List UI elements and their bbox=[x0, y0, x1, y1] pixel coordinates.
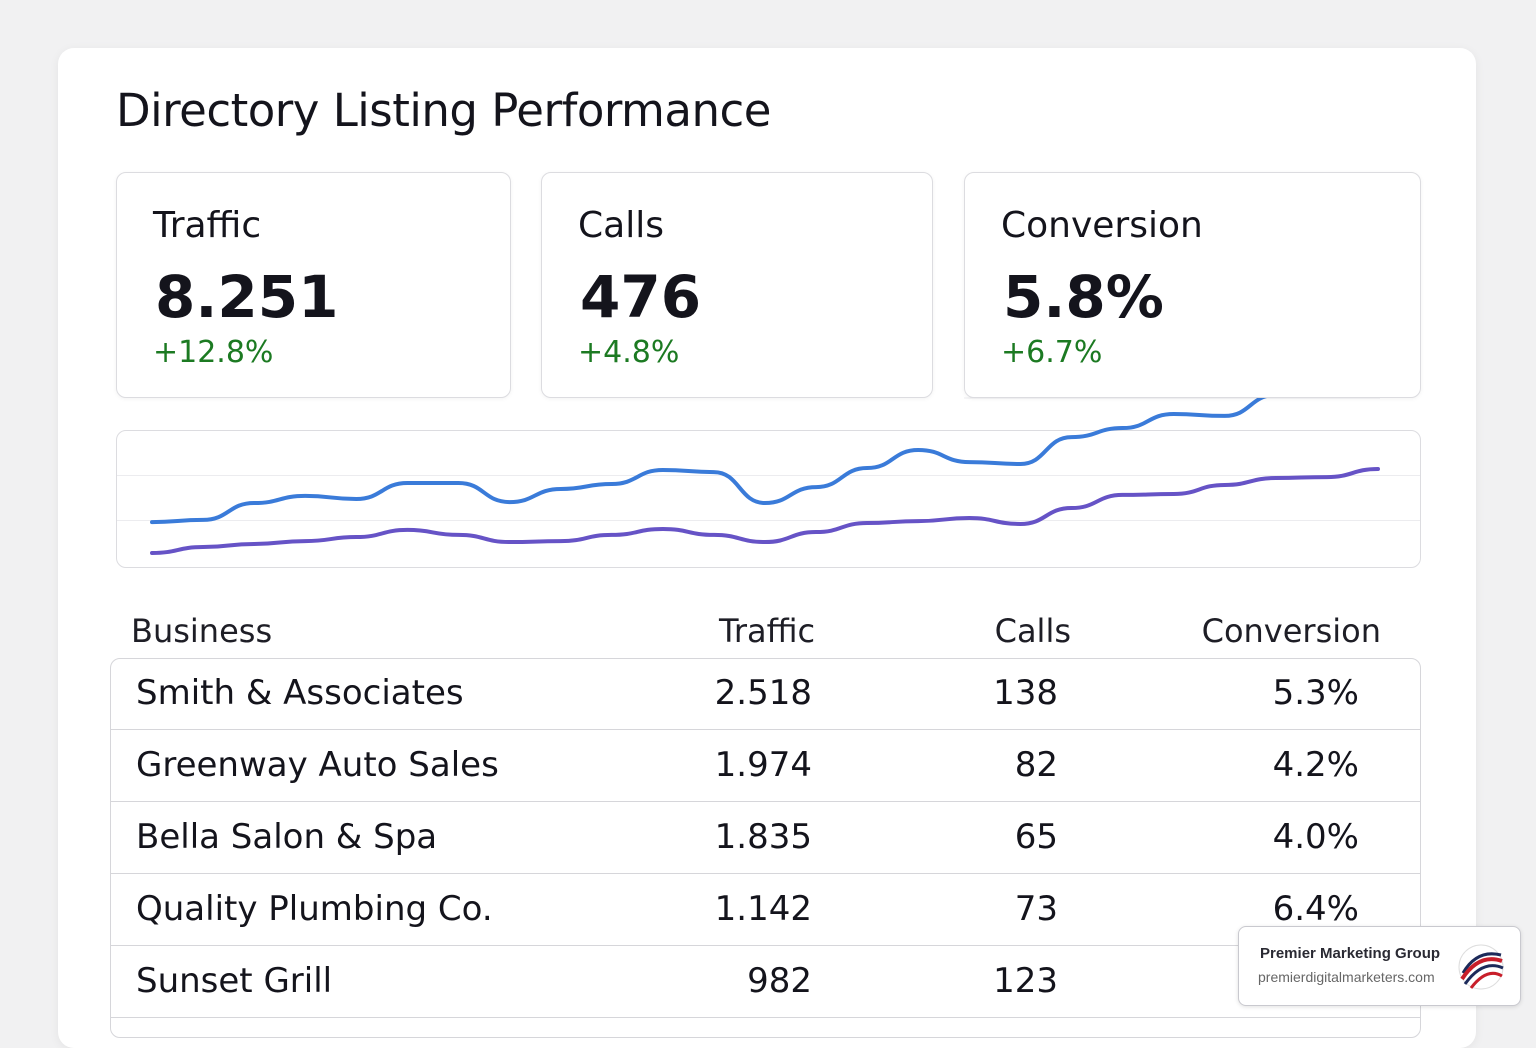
table-row: Bella Salon & Spa 1.835 65 4.0% bbox=[111, 802, 1420, 874]
business-name: Greenway Auto Sales bbox=[136, 745, 499, 785]
table-cell: 1.142 bbox=[714, 889, 812, 929]
table-cell: 138 bbox=[993, 673, 1058, 713]
kpi-label: Conversion bbox=[1001, 205, 1203, 246]
chart-guide bbox=[117, 475, 1420, 476]
kpi-label: Traffic bbox=[153, 205, 262, 246]
table-row: Quality Plumbing Co. 1.142 73 6.4% bbox=[111, 874, 1420, 946]
table-row: Sunset Grill 982 123 bbox=[111, 946, 1420, 1018]
table-cell: 982 bbox=[747, 961, 812, 1001]
kpi-value: 8.251 bbox=[155, 263, 339, 331]
kpi-value: 476 bbox=[580, 263, 702, 331]
kpi-card: Calls 476 +4.8% bbox=[541, 172, 933, 398]
table-row: Greenway Auto Sales 1.974 82 4.2% bbox=[111, 730, 1420, 802]
table-cell: 2.518 bbox=[714, 673, 812, 713]
table-cell: 1.974 bbox=[714, 745, 812, 785]
column-header: Conversion bbox=[1201, 612, 1381, 650]
brand-badge: Premier Marketing Group premierdigitalma… bbox=[1238, 926, 1521, 1006]
table-cell: 123 bbox=[993, 961, 1058, 1001]
kpi-value: 5.8% bbox=[1003, 263, 1164, 331]
table-cell: 1.835 bbox=[714, 817, 812, 857]
brand-name: Premier Marketing Group bbox=[1260, 945, 1441, 962]
table-cell: 4.2% bbox=[1272, 745, 1359, 785]
table-cell: 82 bbox=[1014, 745, 1058, 785]
kpi-change: +12.8% bbox=[153, 335, 274, 370]
kpi-change: +6.7% bbox=[1001, 335, 1103, 370]
table-row: Smith & Associates 2.518 138 5.3% bbox=[111, 658, 1420, 730]
page: {"header": {"title": "Directory Listing … bbox=[58, 48, 1521, 1048]
brand-logo bbox=[1458, 944, 1504, 990]
kpi-label: Calls bbox=[578, 205, 664, 246]
table: Smith & Associates 2.518 138 5.3% Greenway A… bbox=[110, 658, 1421, 1038]
chart-frame bbox=[116, 430, 1421, 568]
column-header: Business bbox=[131, 612, 273, 650]
table-cell: 65 bbox=[1014, 817, 1058, 857]
brand-url: premierdigitalmarketers.com bbox=[1258, 969, 1435, 985]
business-name: Smith & Associates bbox=[136, 673, 464, 713]
business-name: Quality Plumbing Co. bbox=[136, 889, 493, 929]
business-name: Bella Salon & Spa bbox=[136, 817, 438, 857]
kpi-card: Conversion 5.8% +6.7% bbox=[964, 172, 1421, 398]
kpi-change: +4.8% bbox=[578, 335, 680, 370]
chart-guide bbox=[117, 520, 1420, 521]
table-cell: 4.0% bbox=[1272, 817, 1359, 857]
table-cell: 73 bbox=[1014, 889, 1058, 929]
table-cell: 5.3% bbox=[1272, 673, 1359, 713]
page-title: Directory Listing Performance bbox=[116, 84, 771, 137]
kpi-card: Traffic 8.251 +12.8% bbox=[116, 172, 511, 398]
column-header: Traffic bbox=[719, 612, 816, 650]
table-cell: 6.4% bbox=[1272, 889, 1359, 929]
business-name: Sunset Grill bbox=[136, 961, 333, 1001]
column-header: Calls bbox=[994, 612, 1071, 650]
